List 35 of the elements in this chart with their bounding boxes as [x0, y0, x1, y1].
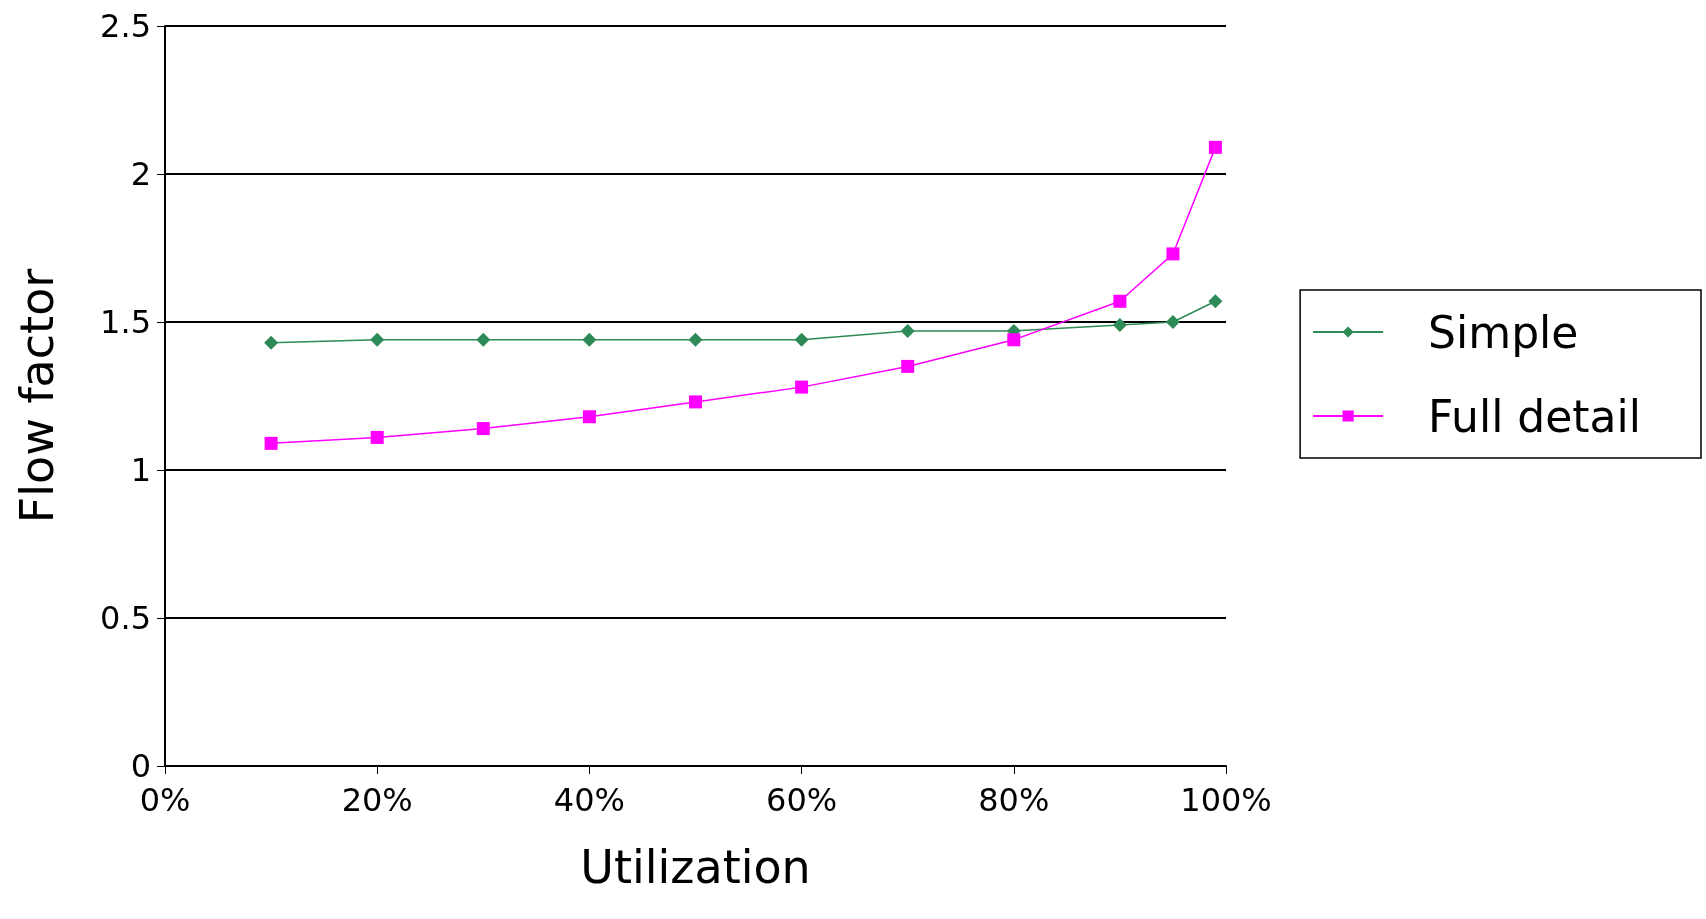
- point: [476, 422, 490, 436]
- y-tick-label: 2: [130, 155, 151, 193]
- point: [1208, 140, 1222, 154]
- point: [370, 430, 384, 444]
- legend-label: Full detail: [1428, 390, 1641, 442]
- point: [689, 395, 702, 409]
- point: [264, 436, 278, 450]
- y-tick-label: 2.5: [100, 7, 151, 45]
- point: [901, 359, 915, 373]
- point: [1208, 294, 1223, 309]
- point: [795, 380, 809, 394]
- point: [582, 332, 597, 347]
- y-tick-label: 0.5: [100, 599, 151, 637]
- x-tick-label: 100%: [1180, 781, 1272, 819]
- point: [794, 332, 809, 347]
- y-axis-title: Flow factor: [10, 268, 64, 524]
- point: [1165, 315, 1180, 329]
- point: [264, 335, 279, 350]
- x-tick-label: 20%: [341, 781, 413, 819]
- y-tick-label: 1.5: [100, 303, 151, 341]
- point: [582, 410, 596, 424]
- point: [1007, 333, 1021, 347]
- point: [688, 332, 703, 347]
- x-axis-title: Utilization: [580, 840, 811, 894]
- legend-label: Simple: [1428, 306, 1579, 358]
- point: [1113, 294, 1127, 308]
- x-tick-label: 80%: [978, 781, 1050, 819]
- point: [476, 332, 491, 347]
- x-tick-label: 40%: [553, 781, 625, 819]
- point: [900, 323, 915, 338]
- point: [1166, 247, 1180, 261]
- x-tick-label: 60%: [766, 781, 838, 819]
- point: [370, 332, 385, 347]
- point: [1112, 317, 1127, 332]
- y-tick-label: 1: [130, 451, 151, 489]
